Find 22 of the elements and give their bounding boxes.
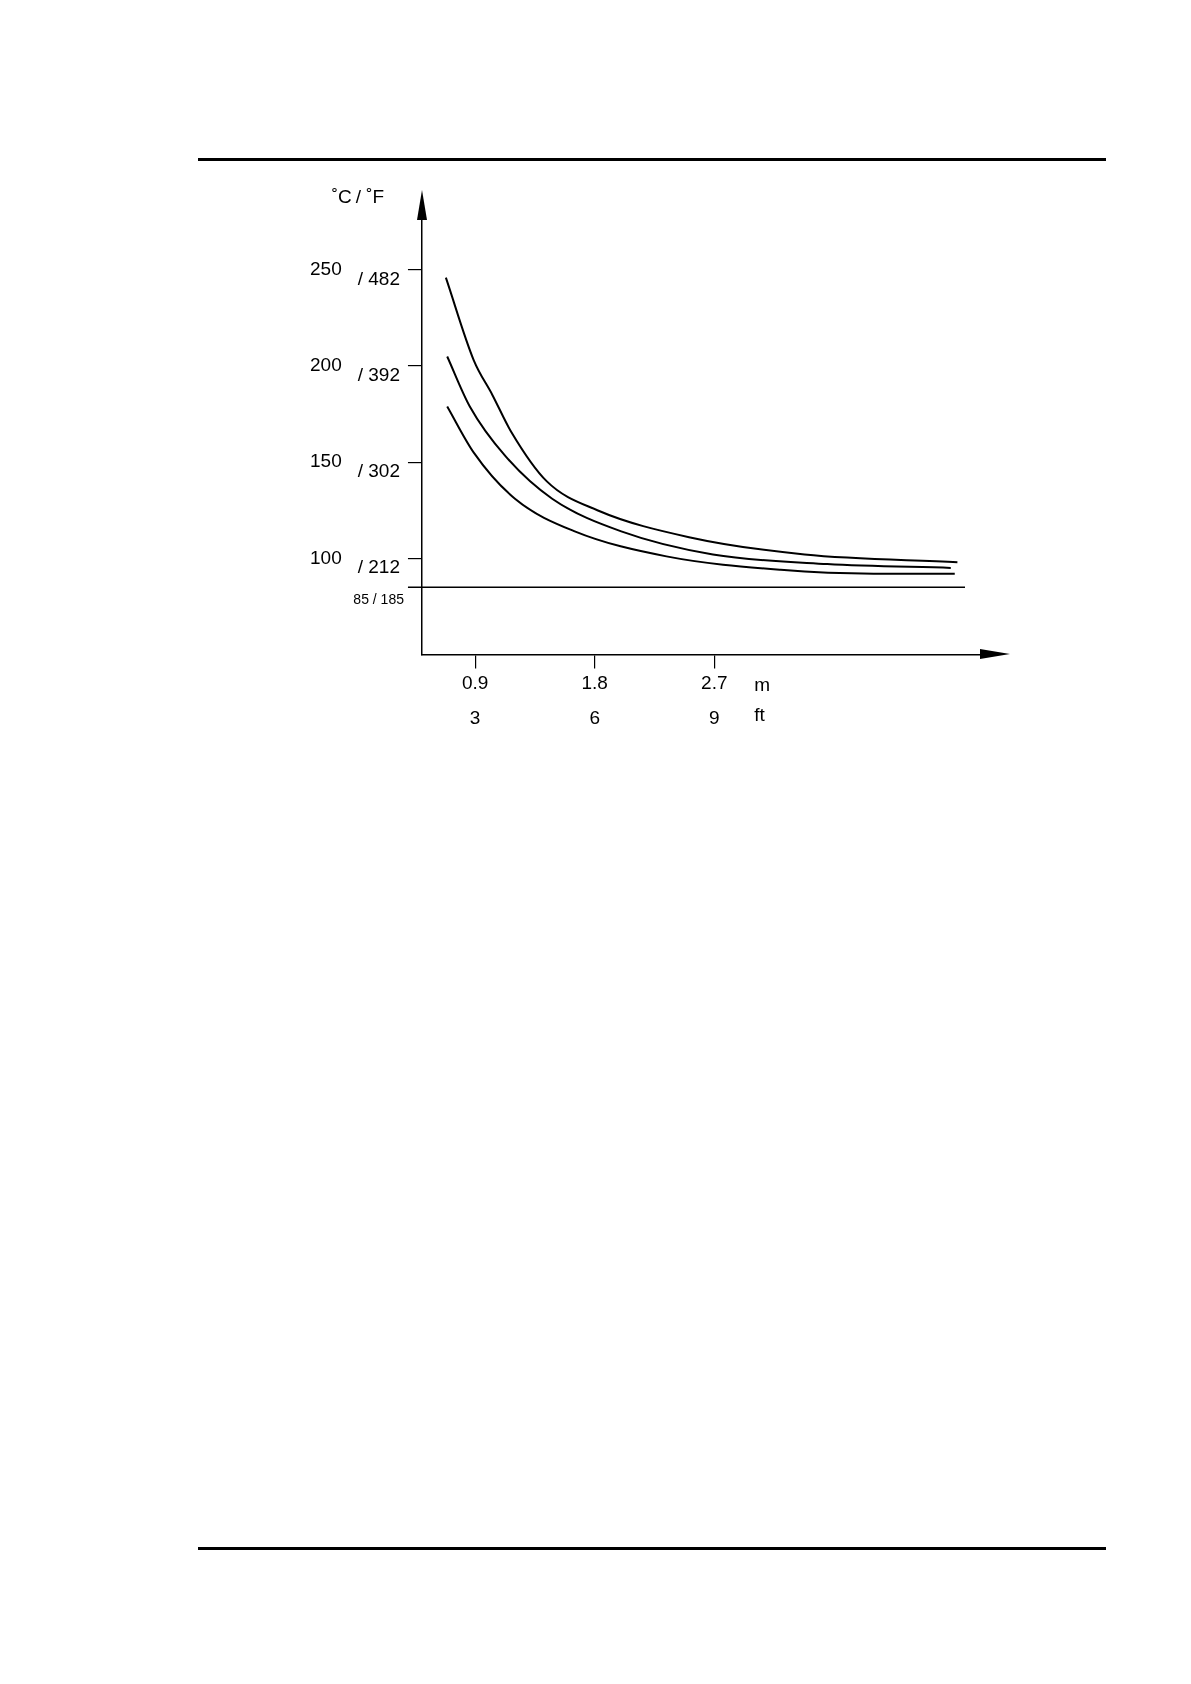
line-series — [446, 355, 952, 569]
y2-tick-label: / 302 — [357, 459, 400, 481]
x2-axis-title: ft — [754, 704, 766, 726]
x2-tick-label: 9 — [708, 706, 720, 728]
y-axis-title: ˚C — [331, 186, 352, 208]
y2-tick-label: / 392 — [357, 363, 400, 385]
y-tick-label: 100 — [310, 546, 342, 568]
line-series — [444, 276, 959, 564]
y-tick-label: 250 — [310, 258, 342, 280]
x2-tick-label: 6 — [589, 706, 600, 728]
x-tick-label: 0.9 — [461, 672, 489, 694]
x2-tick-label: 3 — [469, 706, 481, 728]
y-tick-label: 200 — [310, 354, 342, 376]
x-tick-label: 2.7 — [701, 672, 728, 694]
y2-tick-label: / 482 — [357, 267, 400, 289]
x-tick-label: 1.8 — [581, 672, 608, 694]
line-series — [446, 405, 956, 575]
y-tick-label: 150 — [310, 450, 342, 472]
y2-axis-title: / ˚F — [355, 186, 385, 208]
x-axis-title: m — [754, 673, 771, 695]
y2-tick-label: / 212 — [357, 556, 400, 578]
ref-line-label: 85 / 185 — [353, 590, 405, 607]
